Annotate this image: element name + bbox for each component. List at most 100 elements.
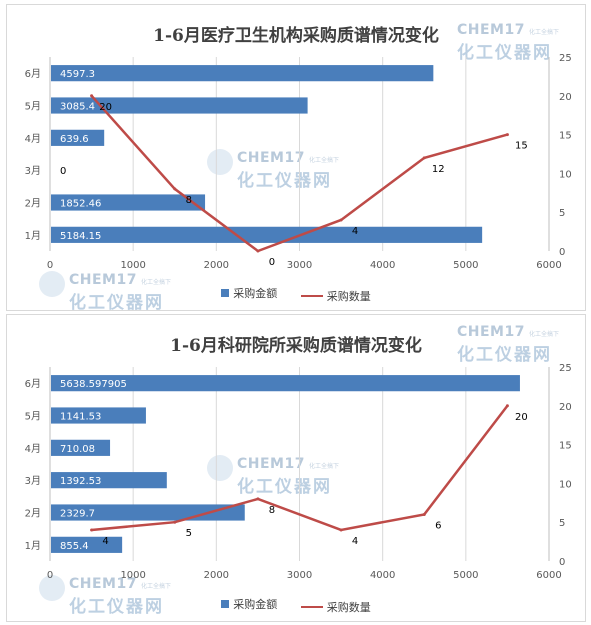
bar-data-label: 4597.3 <box>60 69 95 80</box>
line-series <box>90 94 508 253</box>
line-data-label: 20 <box>515 412 528 423</box>
right-tick-label: 15 <box>559 441 572 452</box>
x-tick-label: 3000 <box>287 260 312 271</box>
bar <box>51 439 111 456</box>
x-tick-label: 6000 <box>536 260 561 271</box>
legend-swatch-line <box>300 606 323 608</box>
category-label: 6月 <box>25 68 41 80</box>
category-label: 6月 <box>25 378 41 390</box>
category-label: 2月 <box>25 508 41 520</box>
chart-title: 1-6月医疗卫生机构采购质谱情况变化 <box>153 26 439 46</box>
x-tick-label: 6000 <box>536 570 561 581</box>
chart-legend: 采购金额 采购数量 <box>7 596 585 615</box>
bar <box>51 226 483 243</box>
right-tick-label: 25 <box>559 53 572 64</box>
bar-data-label: 1141.53 <box>60 412 101 423</box>
bar-data-label: 2329.7 <box>60 509 95 520</box>
x-tick-label: 2000 <box>204 260 229 271</box>
right-tick-label: 20 <box>559 402 572 413</box>
legend-label: 采购金额 <box>233 598 278 611</box>
legend-swatch-line <box>300 295 323 297</box>
bar-data-label: 855.4 <box>60 541 89 552</box>
chart-title: 1-6月科研院所采购质谱情况变化 <box>170 336 422 356</box>
right-tick-label: 10 <box>559 479 572 490</box>
legend-label: 采购金额 <box>233 287 278 300</box>
bar <box>51 65 434 82</box>
line-point <box>90 528 94 532</box>
legend-item-amount: 采购金额 <box>221 285 277 301</box>
line-data-label: 4 <box>352 536 358 547</box>
right-tick-label: 10 <box>559 169 572 180</box>
legend-swatch-bar <box>221 600 230 608</box>
x-tick-label: 2000 <box>204 570 229 581</box>
line-data-label: 5 <box>186 528 192 539</box>
line-point <box>256 497 260 501</box>
right-tick-label: 0 <box>559 247 565 258</box>
category-label: 1月 <box>25 540 41 552</box>
bar-data-label: 5638.597905 <box>60 379 127 390</box>
chart-panel-research: 1-6月科研院所采购质谱情况变化 CHEM17 化工全搞下 化工仪器网 CHEM1… <box>6 314 586 622</box>
bar <box>51 536 123 553</box>
line-point <box>422 156 426 160</box>
chart-plot: 0 1000 2000 3000 4000 5000 6000 0 5 10 15 20 25 1月 2月 3… <box>25 363 572 581</box>
category-label: 2月 <box>25 198 41 210</box>
bar-data-label: 710.08 <box>60 444 95 455</box>
legend-item-quantity: 采购数量 <box>300 288 371 304</box>
line-data-label: 0 <box>269 257 275 268</box>
right-tick-label: 5 <box>559 208 565 219</box>
bar <box>51 129 105 146</box>
line-point <box>256 249 260 253</box>
line-series <box>91 405 509 532</box>
bar-data-label: 639.6 <box>60 134 89 145</box>
bar <box>51 375 520 392</box>
x-tick-label: 1000 <box>120 260 145 271</box>
line-data-label: 4 <box>102 536 108 547</box>
x-tick-label: 3000 <box>287 570 312 581</box>
line-point <box>422 512 426 516</box>
category-label: 4月 <box>25 443 41 455</box>
category-label: 5月 <box>25 411 41 423</box>
bar <box>51 472 167 489</box>
line-data-label: 8 <box>186 195 192 206</box>
category-label: 4月 <box>25 133 41 145</box>
legend-item-amount: 采购金额 <box>221 596 277 612</box>
x-tick-label: 5000 <box>453 570 478 581</box>
line-point <box>505 404 509 408</box>
legend-label: 采购数量 <box>326 290 371 303</box>
bar <box>51 97 308 114</box>
line-data-label: 4 <box>352 226 358 237</box>
x-tick-label: 4000 <box>370 260 395 271</box>
line-data-label: 12 <box>432 164 445 175</box>
right-tick-label: 5 <box>559 518 565 529</box>
line-point <box>339 218 343 222</box>
bar-data-label: 0 <box>60 166 66 177</box>
line-data-label: 15 <box>515 141 528 152</box>
line-data-label: 6 <box>435 520 441 531</box>
right-tick-label: 15 <box>559 131 572 142</box>
category-label: 3月 <box>25 165 41 177</box>
right-tick-label: 20 <box>559 92 572 103</box>
x-tick-label: 0 <box>47 570 53 581</box>
bar-data-label: 1852.46 <box>60 199 101 210</box>
bar <box>51 407 146 424</box>
bar-data-label: 5184.15 <box>60 231 101 242</box>
x-tick-label: 0 <box>47 260 53 271</box>
category-label: 5月 <box>25 101 41 113</box>
legend-label: 采购数量 <box>326 601 371 614</box>
chart-legend: 采购金额 采购数量 <box>7 285 585 304</box>
bar-data-label: 3085.4 <box>60 102 95 113</box>
chart-plot: 0 1000 2000 3000 4000 5000 600005101520251月2月3… <box>25 53 572 271</box>
right-tick-label: 0 <box>559 557 565 568</box>
x-tick-label: 4000 <box>370 570 395 581</box>
x-tick-label: 5000 <box>453 260 478 271</box>
line-data-label: 8 <box>269 505 275 516</box>
line-point <box>90 94 94 98</box>
line-data-label: 20 <box>99 102 112 113</box>
line-point <box>173 187 177 191</box>
right-tick-label: 25 <box>559 363 572 374</box>
x-tick-label: 1000 <box>120 570 145 581</box>
line-point <box>505 133 509 137</box>
chart-panel-medical: 1-6月医疗卫生机构采购质谱情况变化 CHEM17 化工全搞下 化工仪器网 CHE… <box>6 4 586 311</box>
category-label: 3月 <box>25 475 41 487</box>
bar-data-label: 1392.53 <box>60 476 101 487</box>
